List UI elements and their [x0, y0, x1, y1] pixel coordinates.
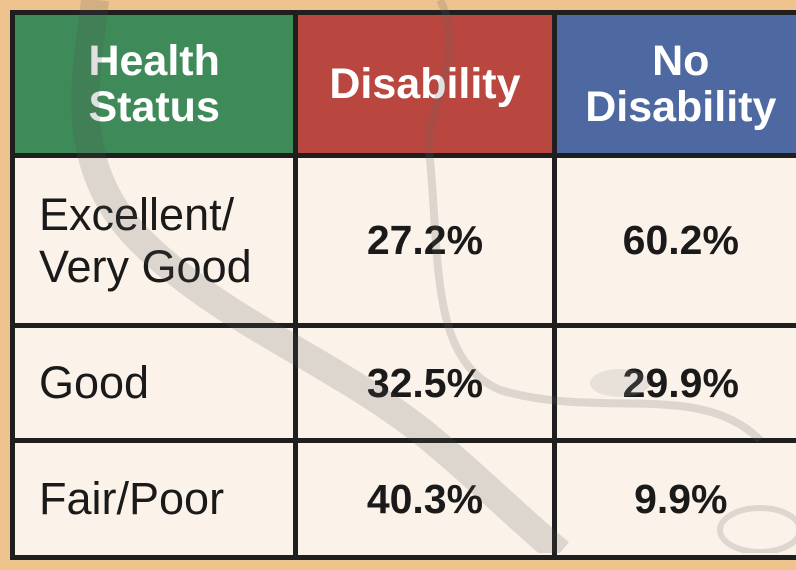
header-row: Health Status Disability No Disability	[13, 13, 796, 156]
header-cell: Disability	[296, 13, 554, 156]
value-cell: 9.9%	[554, 441, 796, 558]
value-cell: 40.3%	[296, 441, 554, 558]
row-label: Fair/Poor	[13, 441, 296, 558]
row-label: Excellent/ Very Good	[13, 156, 296, 326]
header-cell: Health Status	[13, 13, 296, 156]
header-cell: No Disability	[554, 13, 796, 156]
value-cell: 60.2%	[554, 156, 796, 326]
value-cell: 27.2%	[296, 156, 554, 326]
value-cell: 29.9%	[554, 326, 796, 441]
value-cell: 32.5%	[296, 326, 554, 441]
row-label: Good	[13, 326, 296, 441]
table-frame: Health Status Disability No Disability E…	[10, 10, 796, 570]
health-table: Health Status Disability No Disability E…	[10, 10, 796, 560]
page: Health Status Disability No Disability E…	[0, 0, 796, 553]
